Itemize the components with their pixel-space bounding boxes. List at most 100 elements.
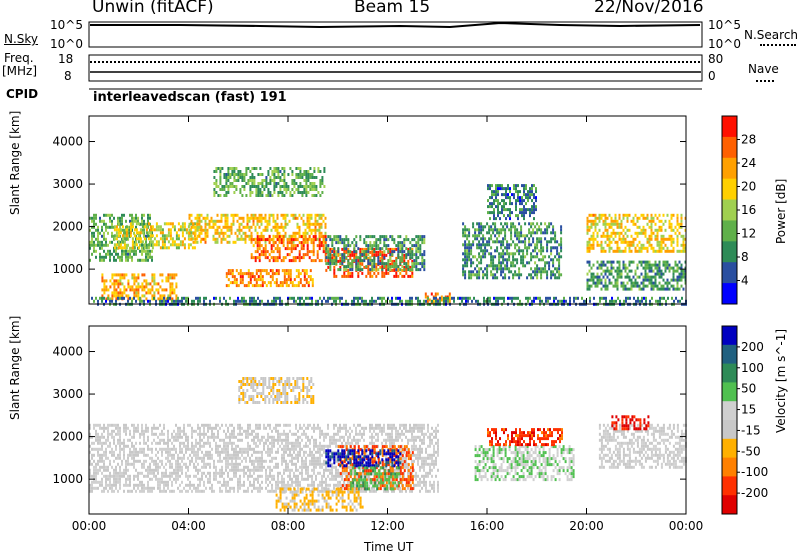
data-cell (276, 225, 279, 229)
data-cell (155, 222, 158, 226)
data-cell (538, 237, 541, 241)
data-cell (517, 196, 519, 200)
data-cell (624, 249, 627, 253)
data-cell (472, 273, 475, 277)
data-cell (129, 447, 131, 451)
data-cell (171, 432, 173, 436)
data-cell (145, 282, 148, 286)
data-cell (521, 214, 523, 218)
data-cell (503, 193, 505, 197)
data-cell (624, 287, 627, 291)
data-cell (113, 459, 115, 463)
data-cell (351, 268, 354, 272)
data-cell (353, 259, 356, 263)
data-cell (253, 296, 255, 300)
data-cell (397, 274, 400, 278)
data-cell (97, 447, 99, 451)
data-cell (648, 281, 651, 285)
data-cell (119, 288, 122, 292)
data-cell (500, 243, 503, 247)
data-cell (518, 234, 521, 238)
data-cell (103, 453, 105, 457)
data-cell (282, 216, 285, 220)
data-cell (117, 282, 120, 286)
data-cell (239, 176, 242, 179)
data-cell (232, 216, 235, 220)
data-cell (109, 297, 112, 301)
data-cell (534, 231, 537, 235)
data-cell (215, 185, 218, 188)
data-cell (145, 459, 147, 463)
data-cell (644, 284, 647, 288)
data-cell (89, 216, 91, 220)
data-cell (616, 269, 619, 273)
data-cell (257, 194, 260, 197)
data-cell (167, 296, 169, 300)
data-cell (251, 173, 254, 176)
data-cell (648, 237, 651, 241)
data-cell (179, 429, 181, 433)
data-cell (592, 222, 595, 226)
data-cell (133, 282, 136, 286)
data-cell (243, 173, 246, 176)
data-cell (251, 182, 254, 185)
data-cell (323, 170, 326, 173)
data-cell (103, 279, 106, 283)
data-cell (223, 173, 226, 176)
data-cell (369, 256, 372, 260)
data-cell (559, 299, 561, 303)
data-cell (308, 237, 311, 241)
data-cell (224, 231, 227, 235)
data-cell (99, 255, 101, 259)
data-cell (307, 176, 310, 179)
data-cell (305, 272, 308, 276)
data-cell (145, 474, 147, 478)
data-cell (524, 234, 527, 238)
data-cell (147, 243, 150, 247)
data-cell (232, 222, 235, 226)
data-cell (518, 276, 521, 280)
data-cell (171, 243, 174, 247)
data-cell (290, 235, 293, 239)
data-cell (155, 240, 158, 244)
data-cell (337, 241, 340, 245)
data-cell (276, 213, 279, 217)
data-cell (678, 275, 681, 279)
data-cell (157, 243, 160, 247)
data-cell (127, 456, 129, 460)
data-cell (678, 222, 681, 226)
data-cell (496, 240, 499, 244)
data-cell (205, 450, 207, 454)
data-cell (105, 438, 107, 442)
data-cell (105, 426, 107, 430)
data-cell (389, 262, 392, 266)
data-cell (530, 252, 533, 256)
data-cell (177, 222, 180, 226)
data-cell (318, 259, 321, 263)
data-cell (287, 185, 290, 188)
data-cell (490, 273, 493, 277)
data-cell (228, 225, 231, 229)
data-cell (648, 219, 651, 223)
data-cell (218, 225, 221, 229)
data-cell (672, 266, 675, 270)
data-cell (511, 193, 513, 197)
data-cell (514, 243, 517, 247)
data-cell (119, 282, 122, 286)
data-cell (159, 285, 162, 289)
data-cell (634, 269, 637, 273)
data-cell (505, 190, 507, 194)
data-cell (495, 296, 497, 300)
data-cell (171, 480, 173, 484)
data-cell (115, 477, 117, 481)
data-cell (614, 284, 617, 288)
data-cell (119, 216, 121, 220)
data-cell (470, 246, 473, 250)
data-cell (488, 240, 491, 244)
data-cell (225, 194, 228, 197)
data-cell (131, 246, 134, 250)
data-cell (466, 228, 469, 232)
data-cell (303, 272, 306, 276)
data-cell (133, 450, 135, 454)
data-cell (163, 486, 165, 490)
